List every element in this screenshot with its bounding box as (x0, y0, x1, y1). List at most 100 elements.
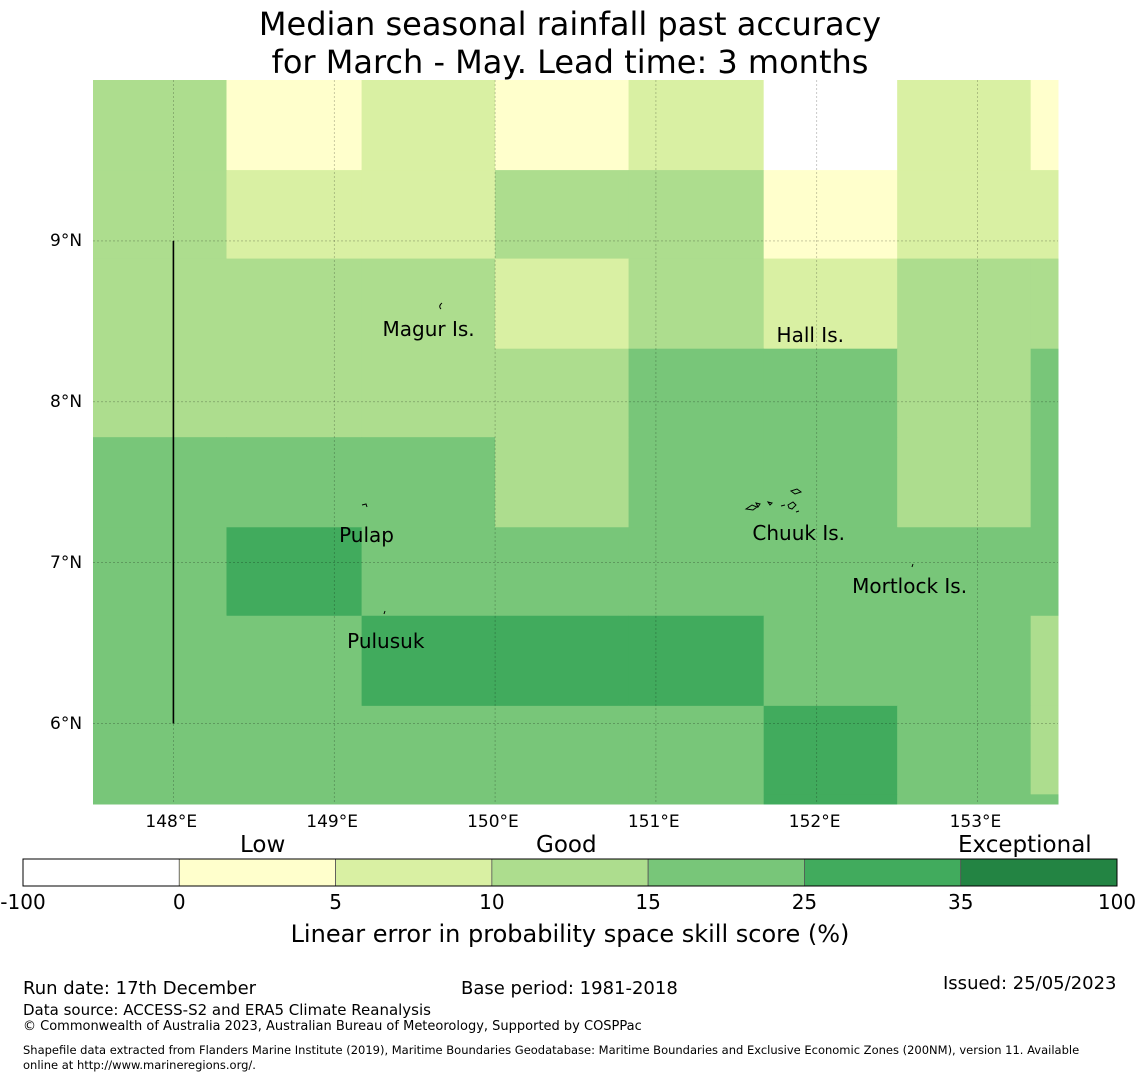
skill-cell (495, 794, 630, 805)
skill-cell (361, 80, 496, 171)
skill-cell (628, 348, 765, 438)
lon-tick-label: 149°E (306, 812, 358, 832)
lat-tick-label: 9°N (50, 230, 83, 251)
lon-tick-label: 148°E (145, 812, 198, 832)
colorbar-swatch (335, 858, 493, 887)
skill-cell (495, 527, 630, 617)
category-good-label: Good (536, 832, 597, 858)
skill-cell (763, 170, 898, 260)
skill-cell (226, 794, 363, 805)
skill-cell (495, 80, 630, 171)
skill-cell (897, 527, 1032, 617)
skill-cell (1030, 527, 1059, 617)
colorbar-tick: 0 (172, 890, 186, 914)
skill-cell (897, 615, 1032, 707)
lon-tick-label: 150°E (467, 812, 519, 832)
skill-cell (897, 348, 1032, 438)
skill-cell (897, 170, 1032, 260)
skill-cell (1030, 258, 1059, 350)
skill-cell (628, 615, 765, 707)
map-title-line1: Median seasonal rainfall past accuracy (258, 5, 882, 43)
colorbar-tick: 10 (479, 890, 505, 914)
place-label: Chuuk Is. (752, 521, 846, 546)
skill-cell (897, 80, 1032, 171)
skill-cell (628, 170, 765, 260)
place-label: Hall Is. (776, 323, 844, 348)
skill-cell (93, 80, 227, 171)
skill-cell (495, 437, 630, 528)
lat-tick-label: 8°N (50, 391, 83, 412)
skill-cell (361, 437, 496, 528)
skill-cell (763, 80, 898, 171)
skill-cell (361, 258, 496, 350)
colorbar-swatch (647, 858, 805, 887)
lat-tick-label: 6°N (50, 713, 83, 734)
colorbar-tick: 100 (1097, 890, 1137, 914)
skill-cell (93, 348, 227, 438)
colorbar-tick: 15 (635, 890, 661, 914)
run-date: Run date: 17th December (23, 978, 257, 999)
skill-cell (897, 705, 1032, 795)
skill-cell (361, 794, 496, 805)
skill-cell (628, 80, 765, 171)
skill-cell (361, 170, 496, 260)
skill-cell (93, 615, 227, 707)
skill-cell (361, 348, 496, 438)
colorbar-swatch (491, 858, 649, 887)
skill-cell (93, 170, 227, 260)
skill-cell (361, 527, 496, 617)
skill-cell (495, 705, 630, 795)
skill-cell (763, 527, 898, 617)
skill-cell (226, 615, 363, 707)
skill-cell (226, 348, 363, 438)
skill-cell (897, 794, 1032, 805)
shapefile-credit-line1: Shapefile data extracted from Flanders M… (23, 1043, 1080, 1057)
skill-cell (763, 794, 898, 805)
lon-tick-label: 153°E (949, 812, 1002, 832)
lon-tick-label: 152°E (788, 812, 841, 832)
skill-cell (93, 437, 227, 528)
chuuk-lagoon-islands (744, 488, 803, 513)
category-low-label: Low (240, 832, 286, 858)
skill-cell (93, 258, 227, 350)
category-exceptional-label: Exceptional (958, 832, 1092, 858)
skill-cell (763, 258, 898, 350)
base-period: Base period: 1981-2018 (461, 978, 678, 999)
colorbar-tick: 25 (791, 890, 818, 914)
skill-cell (763, 348, 898, 438)
skill-cell (226, 258, 363, 350)
skill-grid (93, 80, 1059, 805)
pulap-island-outline (361, 503, 368, 508)
skill-cell (226, 437, 363, 528)
skill-cell (93, 527, 227, 617)
skill-cell (1030, 80, 1059, 171)
magur-island-outline (439, 302, 443, 310)
colorbar-label: Linear error in probability space skill … (290, 920, 850, 948)
skill-cell (628, 437, 765, 528)
colorbar-tick: 35 (947, 890, 974, 914)
skill-cell (93, 794, 227, 805)
skill-cell (763, 615, 898, 707)
skill-cell (361, 705, 496, 795)
place-label: Pulap (339, 522, 394, 547)
place-label: Pulusuk (347, 629, 425, 654)
colorbar-swatch (178, 858, 336, 887)
skill-cell (226, 170, 363, 260)
skill-cell (495, 615, 630, 707)
lat-tick-label: 7°N (50, 552, 83, 573)
colorbar-swatch (804, 858, 962, 887)
skill-cell (763, 437, 898, 528)
copyright-notice: © Commonwealth of Australia 2023, Austra… (23, 1019, 642, 1034)
skill-cell (628, 794, 765, 805)
data-source: Data source: ACCESS-S2 and ERA5 Climate … (23, 1001, 431, 1019)
skill-cell (763, 705, 898, 795)
colorbar-swatch (22, 858, 180, 887)
issued-date: Issued: 25/05/2023 (943, 973, 1117, 994)
skill-cell (226, 705, 363, 795)
skill-cell (628, 705, 765, 795)
place-label: Magur Is. (382, 316, 475, 341)
skill-cell (495, 170, 630, 260)
mortlock-island-outline (911, 563, 914, 568)
island-outlines (361, 302, 914, 615)
skill-cell (628, 258, 765, 350)
